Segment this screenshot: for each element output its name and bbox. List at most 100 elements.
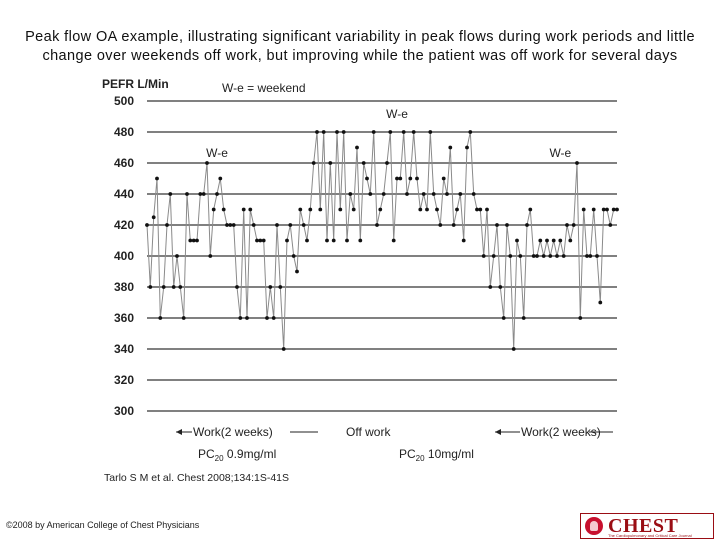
y-axis-ticks: 300 320 340 360 380 400 420 440 460 480 500	[114, 94, 134, 418]
data-point	[255, 238, 259, 243]
data-point	[505, 223, 509, 227]
plot-area	[100, 78, 622, 464]
data-point	[188, 238, 193, 243]
citation: Tarlo S M et al. Chest 2008;134:1S-41S	[104, 472, 290, 484]
weekend-annotation: W-e	[206, 146, 228, 160]
data-point	[571, 223, 576, 227]
y-tick-label: 400	[114, 249, 134, 263]
copyright: ©2008 by American College of Chest Physi…	[6, 520, 200, 530]
data-point	[608, 223, 613, 227]
data-point	[148, 285, 153, 289]
data-point	[275, 223, 279, 227]
data-point	[498, 285, 503, 289]
data-point	[238, 316, 243, 320]
data-point	[408, 176, 413, 181]
y-tick-label: 340	[114, 342, 134, 356]
data-point	[525, 223, 529, 227]
data-point	[495, 223, 499, 227]
data-point	[485, 207, 489, 212]
data-point	[251, 223, 256, 227]
data-point	[225, 223, 229, 227]
data-point	[421, 192, 426, 196]
data-point	[311, 161, 316, 165]
data-point	[595, 254, 599, 258]
data-point	[211, 207, 216, 212]
dose-label: PC20 0.9mg/ml	[198, 447, 276, 463]
data-point	[575, 161, 579, 165]
weekend-annotations: W-e W-e W-e	[206, 107, 571, 160]
data-point	[178, 285, 183, 289]
data-point	[378, 207, 383, 212]
data-point	[478, 207, 483, 212]
y-tick-label: 500	[114, 94, 134, 108]
data-point	[615, 207, 619, 212]
data-point	[458, 192, 463, 196]
data-point	[518, 254, 523, 258]
data-point	[531, 254, 536, 258]
data-point	[468, 130, 473, 134]
data-point	[335, 130, 339, 134]
data-point	[558, 238, 563, 243]
legend-note: W-e = weekend	[222, 81, 306, 95]
data-point	[158, 316, 163, 320]
data-point	[351, 207, 356, 212]
data-point	[301, 223, 306, 227]
data-point	[228, 223, 233, 227]
data-point	[298, 207, 303, 212]
series-line	[146, 131, 617, 350]
period-label-work-1: Work(2 weeks)	[193, 425, 273, 439]
y-tick-label: 300	[114, 404, 134, 418]
data-point	[475, 207, 479, 212]
data-point	[201, 192, 206, 196]
data-point	[405, 192, 409, 196]
data-point	[431, 192, 436, 196]
data-point	[555, 254, 559, 258]
weekend-annotation: W-e	[386, 107, 408, 121]
data-point	[195, 238, 199, 243]
data-point	[448, 145, 453, 150]
data-point	[231, 223, 236, 227]
data-point	[398, 176, 403, 181]
data-point	[611, 207, 616, 212]
chest-emblem-icon	[585, 517, 603, 535]
data-point	[418, 207, 423, 212]
data-point	[278, 285, 283, 289]
data-point	[261, 238, 266, 243]
data-point	[568, 238, 573, 243]
data-point	[308, 207, 313, 212]
data-point	[175, 254, 179, 258]
data-point	[358, 238, 363, 243]
data-point	[581, 207, 586, 212]
data-point	[578, 316, 583, 320]
data-point	[371, 130, 376, 134]
data-point	[368, 192, 373, 196]
slide-title: Peak flow OA example, illustrating signi…	[25, 29, 695, 64]
data-point	[321, 130, 326, 134]
data-point	[435, 207, 439, 212]
period-label-off-work: Off work	[346, 425, 391, 439]
data-point	[385, 161, 389, 165]
data-point	[395, 176, 399, 181]
chest-logo: CHEST The Cardiopulmonary and Critical C…	[580, 513, 714, 539]
logo-wordmark: CHEST	[608, 515, 679, 537]
data-point	[168, 192, 173, 196]
data-point	[591, 207, 596, 212]
data-point	[245, 316, 249, 320]
data-point	[481, 254, 486, 258]
data-point	[331, 238, 336, 243]
data-point	[295, 269, 299, 274]
data-point	[325, 238, 329, 243]
data-point	[535, 254, 539, 258]
data-point	[291, 254, 296, 258]
data-point	[445, 192, 449, 196]
data-point	[585, 254, 589, 258]
data-point	[268, 285, 273, 289]
data-point	[281, 347, 286, 351]
data-point	[235, 285, 239, 289]
data-point	[561, 254, 566, 258]
data-point	[605, 207, 609, 212]
data-point	[288, 223, 293, 227]
data-point	[528, 207, 533, 212]
data-point	[465, 145, 469, 150]
